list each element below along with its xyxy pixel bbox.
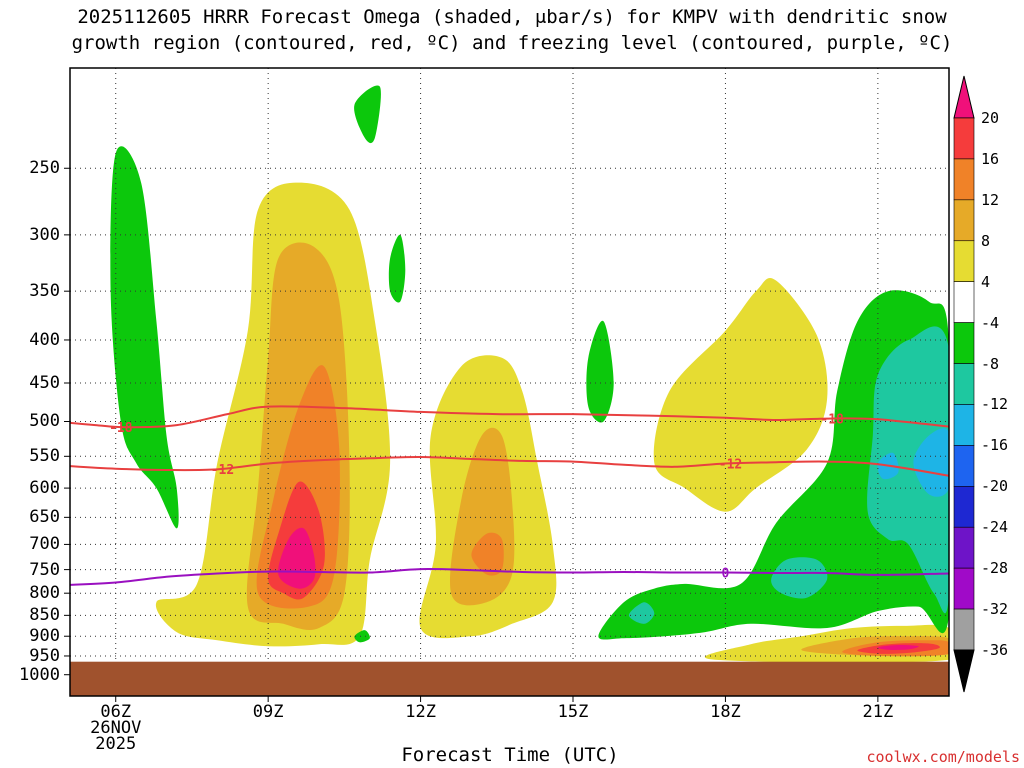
x-tick-label: 15Z [557,702,589,722]
contour-label-0-1: -18 [820,413,844,428]
y-tick-label: 550 [29,446,60,467]
colorbar-box-11 [953,567,975,610]
chart-title-line-1: 2025112605 HRRR Forecast Omega (shaded, … [77,6,947,28]
y-tick-label: 850 [29,605,60,626]
y-tick-label: 950 [29,645,60,666]
contour-line-0 [70,405,949,429]
colorbar-label: -16 [981,436,1009,455]
colorbar-label: 8 [981,231,991,250]
colorbar-box-8 [953,445,975,487]
colorbar-label: -20 [981,477,1009,496]
omega-region--8-20 [867,326,949,614]
x-tick-label: 26NOV [90,718,142,738]
x-tick-label: 21Z [862,702,894,722]
colorbar-box-4 [953,281,975,323]
y-tick-label: 750 [29,559,60,580]
omega-region--4-17 [354,85,381,144]
x-tick-label: 2025 [95,734,137,754]
colorbar-box-1 [953,158,975,201]
y-tick-label: 600 [29,478,60,499]
colorbar-box-6 [953,363,975,405]
contour-label-2-0: 0 [722,567,730,582]
y-tick-label: 250 [29,158,60,179]
colorbar-bottom-arrow [953,649,975,693]
omega-region-20-13 [877,644,919,650]
x-tick-label: 18Z [710,702,741,722]
y-tick-label: 900 [29,626,60,647]
colorbar-box-10 [953,526,975,569]
plot-area: -18 -18 -12 -12 0 [70,68,949,696]
colorbar-label: -4 [981,313,1000,332]
y-tick-label: 450 [29,372,60,393]
omega-region--12-23 [913,428,949,497]
x-axis-title: Forecast Time (UTC) [401,744,619,766]
x-tick-label: 06Z [100,702,132,722]
colorbar-box-2 [953,199,975,242]
omega-region-4-2 [653,277,828,512]
omega-region--8-22 [628,602,655,624]
y-tick-label: 650 [29,507,60,528]
omega-region-20-12 [278,527,316,589]
y-tick-label: 1000 [19,664,60,685]
contour-label-0-0: -18 [109,421,133,436]
colorbar-label: 16 [981,149,1000,168]
omega-region--8-21 [771,557,828,599]
contour-label-1-0: -12 [211,463,234,478]
contour-line-1 [70,455,949,477]
colorbar-label: -24 [981,518,1009,537]
y-tick-label: 700 [29,534,60,555]
chart-title-line-2: growth region (contoured, red, ºC) and f… [71,32,953,54]
colorbar-top-arrow [953,75,975,119]
y-tick-label: 500 [29,411,60,432]
y-tick-label: 400 [29,329,60,350]
x-tick-label: 12Z [405,702,436,722]
colorbar-label: -12 [981,395,1009,414]
ground-below-surface [70,661,949,696]
colorbar-box-3 [953,240,975,282]
y-tick-label: 800 [29,583,60,604]
colorbar-box-9 [953,486,975,528]
plot-frame [69,67,950,697]
colorbar-label: -32 [981,600,1009,619]
colorbar-box-5 [953,322,975,364]
credit-link[interactable]: coolwx.com/models [866,748,1020,766]
colorbar-label: -36 [981,641,1009,659]
colorbar-label: -8 [981,354,1000,373]
omega-region--4-14 [110,146,179,529]
colorbar-label: 12 [981,190,1000,209]
colorbar-box-0 [953,117,975,160]
omega-region--4-15 [388,234,406,303]
colorbar-box-12 [953,608,975,651]
omega-region-12-8 [471,532,504,576]
y-tick-label: 350 [29,281,60,302]
x-tick-label: 09Z [252,702,284,722]
colorbar-box-7 [953,404,975,446]
y-tick-label: 300 [29,224,60,245]
contour-label-1-1: -12 [719,457,742,472]
omega-region--4-19 [598,290,949,640]
contour-line-2 [70,568,949,586]
omega-region--4-16 [586,320,614,423]
colorbar-label: 4 [981,272,991,291]
omega-region--4-18 [354,630,370,643]
colorbar-label: -28 [981,559,1009,578]
colorbar-label: 20 [981,109,1000,127]
